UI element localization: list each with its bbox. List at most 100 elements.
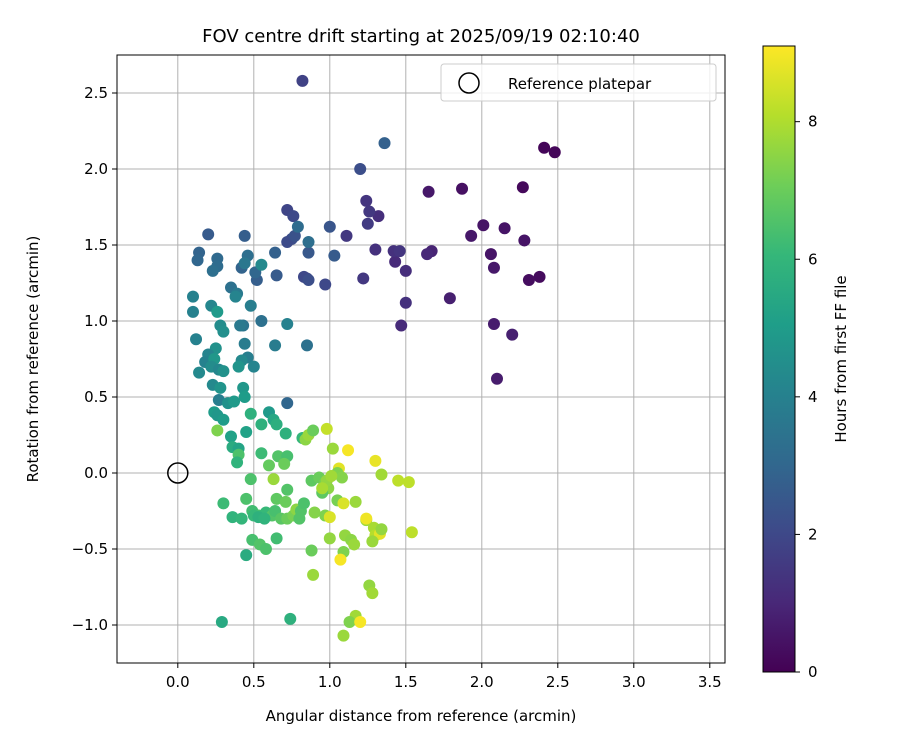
data-point: [395, 319, 408, 332]
data-point: [270, 269, 283, 282]
data-point: [363, 205, 376, 218]
data-point: [307, 424, 320, 437]
data-point: [369, 454, 382, 467]
data-point: [422, 185, 435, 198]
data-point: [334, 553, 347, 566]
data-point: [361, 217, 374, 230]
data-point: [343, 615, 356, 628]
data-point: [323, 532, 336, 545]
data-point: [187, 305, 199, 318]
data-point: [320, 422, 333, 435]
data-point: [328, 249, 341, 262]
data-point: [240, 425, 253, 438]
data-point: [229, 290, 242, 303]
data-point: [211, 424, 224, 437]
data-point: [366, 587, 379, 600]
data-point: [217, 365, 230, 378]
data-point: [284, 612, 297, 625]
data-point: [337, 497, 350, 510]
x-tick-label: 3.0: [622, 673, 646, 691]
colorbar-tick-label: 8: [808, 113, 818, 131]
y-tick-label: 1.5: [84, 236, 108, 254]
data-point: [259, 543, 272, 555]
data-point: [281, 483, 294, 496]
data-point: [238, 391, 251, 403]
y-tick-label: 2.5: [84, 84, 108, 102]
colorbar: 0 2 4 6 8 Hours from first FF file: [762, 45, 850, 681]
data-point: [302, 246, 315, 259]
data-point: [240, 549, 253, 562]
data-point: [487, 261, 500, 274]
data-point: [399, 264, 412, 277]
data-point: [518, 234, 531, 247]
data-point: [372, 210, 385, 223]
colorbar-ticks: 0 2 4 6 8: [795, 113, 818, 681]
data-point: [235, 512, 248, 525]
data-point: [297, 497, 310, 510]
data-point: [484, 248, 497, 261]
data-point: [291, 220, 304, 233]
x-tick-label: 2.5: [546, 673, 570, 691]
colorbar-label: Hours from first FF file: [832, 275, 850, 442]
data-point: [548, 146, 561, 159]
data-point: [255, 447, 268, 460]
x-axis-ticks: 0.0 0.5 1.0 1.5 2.0 2.5 3.0 3.5: [166, 663, 722, 691]
data-point: [281, 318, 294, 331]
data-point: [237, 381, 250, 394]
data-point: [270, 418, 283, 431]
data-point: [443, 292, 456, 305]
data-point: [288, 229, 301, 242]
data-point: [402, 476, 415, 489]
y-tick-label: 1.0: [84, 312, 108, 330]
data-point: [215, 615, 228, 628]
data-point: [270, 492, 283, 505]
colorbar-tick-label: 0: [808, 663, 818, 681]
colorbar-tick-label: 6: [808, 250, 818, 268]
colorbar-tick-label: 2: [808, 525, 818, 543]
data-point: [244, 473, 257, 486]
data-point: [244, 299, 257, 312]
y-tick-label: −0.5: [72, 540, 108, 558]
data-point: [323, 220, 336, 233]
chart-title: FOV centre drift starting at 2025/09/19 …: [202, 26, 640, 47]
data-point: [267, 473, 280, 486]
data-point: [281, 397, 294, 410]
data-point: [349, 495, 362, 508]
data-point: [279, 495, 292, 508]
data-point: [308, 506, 321, 519]
reference-platepar-marker: [167, 462, 189, 484]
data-point: [325, 470, 338, 483]
legend-box: [440, 63, 717, 102]
data-point: [238, 337, 251, 350]
x-tick-label: 3.5: [698, 673, 722, 691]
data-points: [187, 74, 561, 642]
data-point: [191, 254, 204, 267]
data-point: [240, 492, 253, 505]
data-point: [393, 245, 406, 258]
x-axis-label: Angular distance from reference (arcmin): [266, 707, 577, 725]
data-point: [190, 333, 203, 346]
data-point: [217, 325, 230, 338]
data-point: [225, 430, 237, 443]
data-point: [522, 273, 535, 286]
data-point: [270, 532, 283, 545]
legend-reference-marker: [458, 72, 480, 94]
data-point: [293, 512, 306, 525]
data-point: [487, 318, 500, 331]
data-point: [538, 141, 551, 154]
data-point: [263, 459, 275, 472]
data-point: [354, 163, 367, 175]
data-point: [340, 229, 353, 242]
data-point: [506, 328, 519, 341]
data-point: [375, 468, 388, 481]
data-point: [269, 246, 282, 259]
data-point: [337, 629, 350, 642]
data-point: [360, 512, 373, 525]
data-point: [296, 74, 309, 87]
data-point: [234, 319, 247, 332]
data-point: [258, 512, 271, 525]
data-point: [389, 255, 402, 268]
y-tick-label: −1.0: [72, 616, 108, 634]
data-point: [326, 442, 339, 455]
